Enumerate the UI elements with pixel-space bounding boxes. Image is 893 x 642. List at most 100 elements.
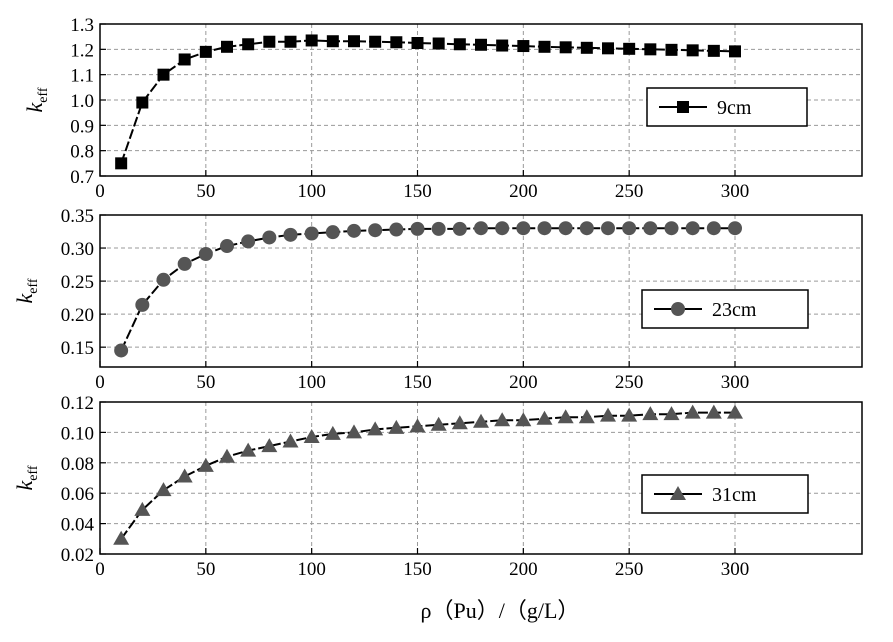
data-point: [729, 45, 741, 58]
x-tick-label: 150: [403, 181, 432, 202]
x-tick-label: 50: [196, 559, 215, 580]
data-point: [473, 413, 489, 428]
data-point: [241, 234, 256, 249]
data-point: [705, 404, 722, 419]
x-tick-label: 100: [297, 372, 326, 393]
data-point: [495, 221, 510, 236]
legend-label: 9cm: [717, 97, 752, 119]
data-point: [432, 37, 445, 50]
y-axis-label: keff: [12, 465, 41, 490]
data-point: [452, 221, 467, 236]
data-point: [348, 35, 360, 48]
data-point: [559, 41, 572, 54]
data-point: [600, 407, 616, 422]
x-tick-label: 0: [95, 181, 105, 202]
data-point: [474, 221, 488, 236]
data-point: [537, 221, 552, 236]
data-point: [242, 38, 255, 51]
data-point: [517, 40, 530, 53]
legend-marker: [670, 486, 686, 500]
data-point: [643, 221, 658, 236]
x-tick-label: 150: [403, 372, 432, 393]
data-point: [325, 225, 340, 240]
data-point: [347, 223, 361, 238]
x-tick-label: 100: [297, 181, 326, 202]
data-point: [601, 221, 615, 236]
y-axis-label-subscript: eff: [26, 278, 41, 294]
data-point: [664, 221, 679, 236]
legend-marker: [671, 302, 685, 316]
data-point: [411, 37, 424, 49]
data-point: [368, 223, 383, 238]
data-point: [219, 448, 235, 463]
x-tick-label: 250: [615, 181, 644, 202]
x-tick-label: 300: [721, 559, 750, 580]
data-point: [390, 36, 403, 49]
panel-1: 0 50 100 150 200 250 300 0.7 0.8 0.9 1.0 1.1 1.2 1.3 k…: [22, 15, 863, 202]
x-tick-label: 250: [615, 559, 644, 580]
data-point: [115, 157, 128, 170]
data-point: [157, 68, 170, 81]
data-point: [303, 428, 320, 443]
legend-marker: [677, 101, 689, 113]
y-axis-label-symbol: k: [12, 293, 37, 304]
plot-frame: [99, 401, 863, 555]
data-point: [580, 41, 593, 54]
data-point: [644, 43, 657, 56]
y-tick-label: 1.3: [70, 15, 94, 36]
x-tick-label: 0: [95, 372, 105, 393]
y-tick-label: 0.02: [61, 545, 94, 566]
data-point: [367, 421, 384, 436]
y-tick-label: 0.9: [70, 116, 94, 137]
panel-2: 0 50 100 150 200 250 300 0.15 0.20 0.25 0.30 0.35 ke…: [12, 206, 863, 393]
y-tick-label: 1.2: [70, 40, 94, 61]
data-point: [178, 53, 191, 66]
x-tick-label: 0: [95, 559, 105, 580]
x-tick-label: 150: [403, 559, 432, 580]
panels: 0 50 100 150 200 250 300 0.7 0.8 0.9 1.0 1.1 1.2 1.3 k…: [12, 15, 863, 580]
series-line: [120, 39, 736, 164]
data-point: [475, 38, 487, 51]
data-point: [304, 226, 319, 241]
data-point: [346, 424, 362, 439]
data-point: [686, 44, 699, 57]
data-point: [240, 442, 257, 457]
data-point: [113, 530, 130, 545]
data-point: [198, 246, 213, 261]
y-axis-label-subscript: eff: [26, 465, 41, 481]
data-point: [516, 221, 531, 236]
data-point: [685, 221, 700, 236]
data-point: [707, 44, 720, 57]
data-point: [515, 412, 532, 427]
y-tick-label: 0.30: [61, 239, 94, 260]
data-point: [263, 35, 276, 48]
data-point: [410, 221, 425, 236]
x-tick-label: 50: [196, 372, 215, 393]
x-tick-label: 300: [721, 181, 750, 202]
y-axis-label-symbol: k: [12, 480, 37, 491]
x-tick-label: 100: [297, 559, 326, 580]
data-point: [728, 221, 742, 236]
data-point: [114, 343, 129, 358]
data-point: [221, 40, 233, 53]
x-tick-label: 200: [509, 372, 538, 393]
panel-3: 0 50 100 150 200 250 300 0.02 0.04 0.06 0.08 0.10 0.…: [12, 393, 863, 580]
data-point: [369, 35, 382, 48]
data-point: [156, 272, 171, 287]
data-point: [622, 221, 637, 236]
y-tick-label: 0.8: [70, 142, 94, 163]
data-point: [642, 406, 659, 421]
y-tick-label: 0.25: [61, 272, 94, 293]
data-point: [176, 468, 193, 483]
data-point: [155, 482, 172, 497]
y-tick-label: 0.10: [61, 423, 94, 444]
x-tick-label: 250: [615, 372, 644, 393]
y-tick-label: 1.0: [70, 91, 94, 112]
data-point: [557, 409, 574, 424]
data-point: [324, 425, 341, 440]
y-tick-label: 0.04: [61, 515, 95, 536]
y-tick-label: 0.08: [61, 454, 94, 475]
data-point: [284, 35, 297, 48]
y-axis-label: keff: [12, 278, 41, 303]
